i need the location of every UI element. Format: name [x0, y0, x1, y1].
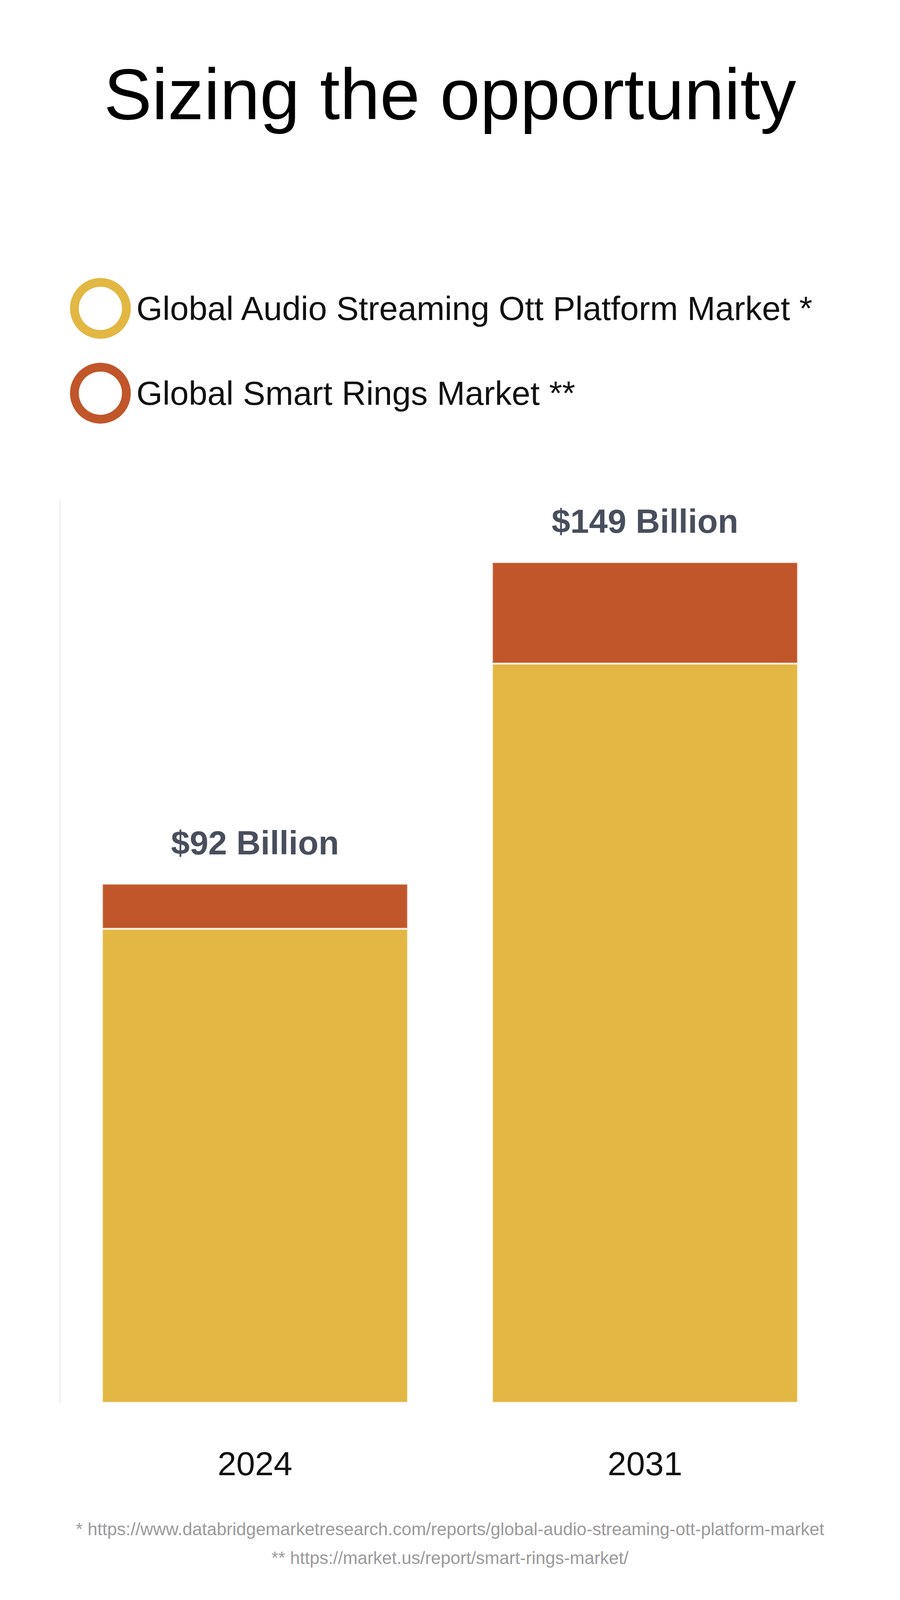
svg-text:$92 Billion: $92 Billion	[170, 824, 339, 862]
svg-text:Global Smart Rings Market **: Global Smart Rings Market **	[136, 374, 576, 412]
svg-text:Sizing the opportunity: Sizing the opportunity	[103, 54, 796, 135]
svg-text:2031: 2031	[607, 1444, 683, 1483]
svg-text:* https://www.databridgemarket: * https://www.databridgemarketresearch.c…	[76, 1519, 825, 1539]
svg-text:** https://market.us/report/sm: ** https://market.us/report/smart-rings-…	[271, 1548, 629, 1568]
svg-text:$149 Billion: $149 Billion	[551, 502, 739, 540]
svg-text:2024: 2024	[217, 1444, 293, 1483]
svg-text:Global Audio Streaming Ott Pla: Global Audio Streaming Ott Platform Mark…	[136, 289, 813, 328]
